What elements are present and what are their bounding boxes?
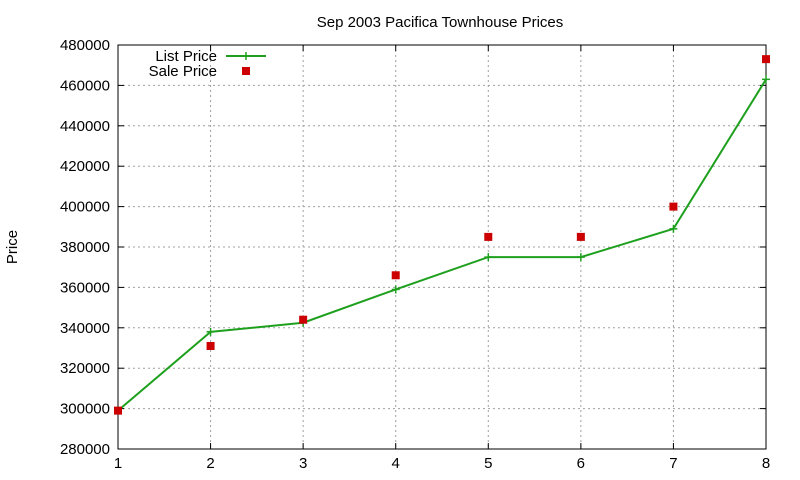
y-tick-label: 360000 — [60, 279, 110, 296]
sale-price-point — [114, 406, 122, 415]
x-tick-label: 2 — [206, 455, 214, 472]
y-tick-label: 400000 — [60, 199, 110, 216]
sale-price-point — [391, 271, 400, 280]
sale-price-point — [669, 202, 678, 211]
legend-label-list-price: List Price — [155, 48, 217, 65]
sale-price-point — [206, 341, 215, 350]
list-price-point — [669, 224, 678, 233]
legend-marker-sale-price — [242, 67, 250, 75]
y-tick-label: 320000 — [60, 360, 110, 377]
grid — [118, 45, 766, 449]
list-price-point — [576, 253, 585, 262]
x-tick-label: 4 — [392, 455, 400, 472]
x-tick-label: 1 — [114, 455, 122, 472]
y-tick-label: 420000 — [60, 158, 110, 175]
sale-price-point — [299, 315, 308, 324]
legend: List Price Sale Price — [149, 48, 266, 80]
series-line-list-price — [117, 78, 767, 412]
chart-title: Sep 2003 Pacifica Townhouse Prices — [317, 14, 564, 31]
x-tick-label: 3 — [299, 455, 307, 472]
list-price-point — [206, 327, 215, 336]
y-tick-label: 340000 — [60, 320, 110, 337]
sale-price-point — [762, 55, 770, 64]
series-layer — [114, 55, 770, 415]
y-tick-label: 440000 — [60, 118, 110, 135]
list-price-point — [762, 75, 770, 84]
y-tick-label: 380000 — [60, 239, 110, 256]
x-tick-label: 6 — [577, 455, 585, 472]
x-tick-label: 8 — [762, 455, 770, 472]
y-tick-label: 300000 — [60, 401, 110, 418]
legend-marks — [226, 52, 266, 75]
list-price-point — [484, 253, 493, 262]
y-axis-label: Price — [4, 230, 21, 264]
y-tick-label: 460000 — [60, 77, 110, 94]
x-tick-label: 5 — [484, 455, 492, 472]
y-tick-label: 280000 — [60, 441, 110, 458]
sale-price-point — [576, 232, 585, 241]
axis-ticks: 1 2 3 4 5 6 7 8 280000 300000 320000 340000 360000 38… — [60, 37, 770, 472]
list-price-point — [391, 285, 400, 294]
legend-label-sale-price: Sale Price — [149, 63, 217, 80]
y-tick-label: 480000 — [60, 37, 110, 54]
sale-price-point — [484, 232, 493, 241]
x-tick-label: 7 — [669, 455, 677, 472]
